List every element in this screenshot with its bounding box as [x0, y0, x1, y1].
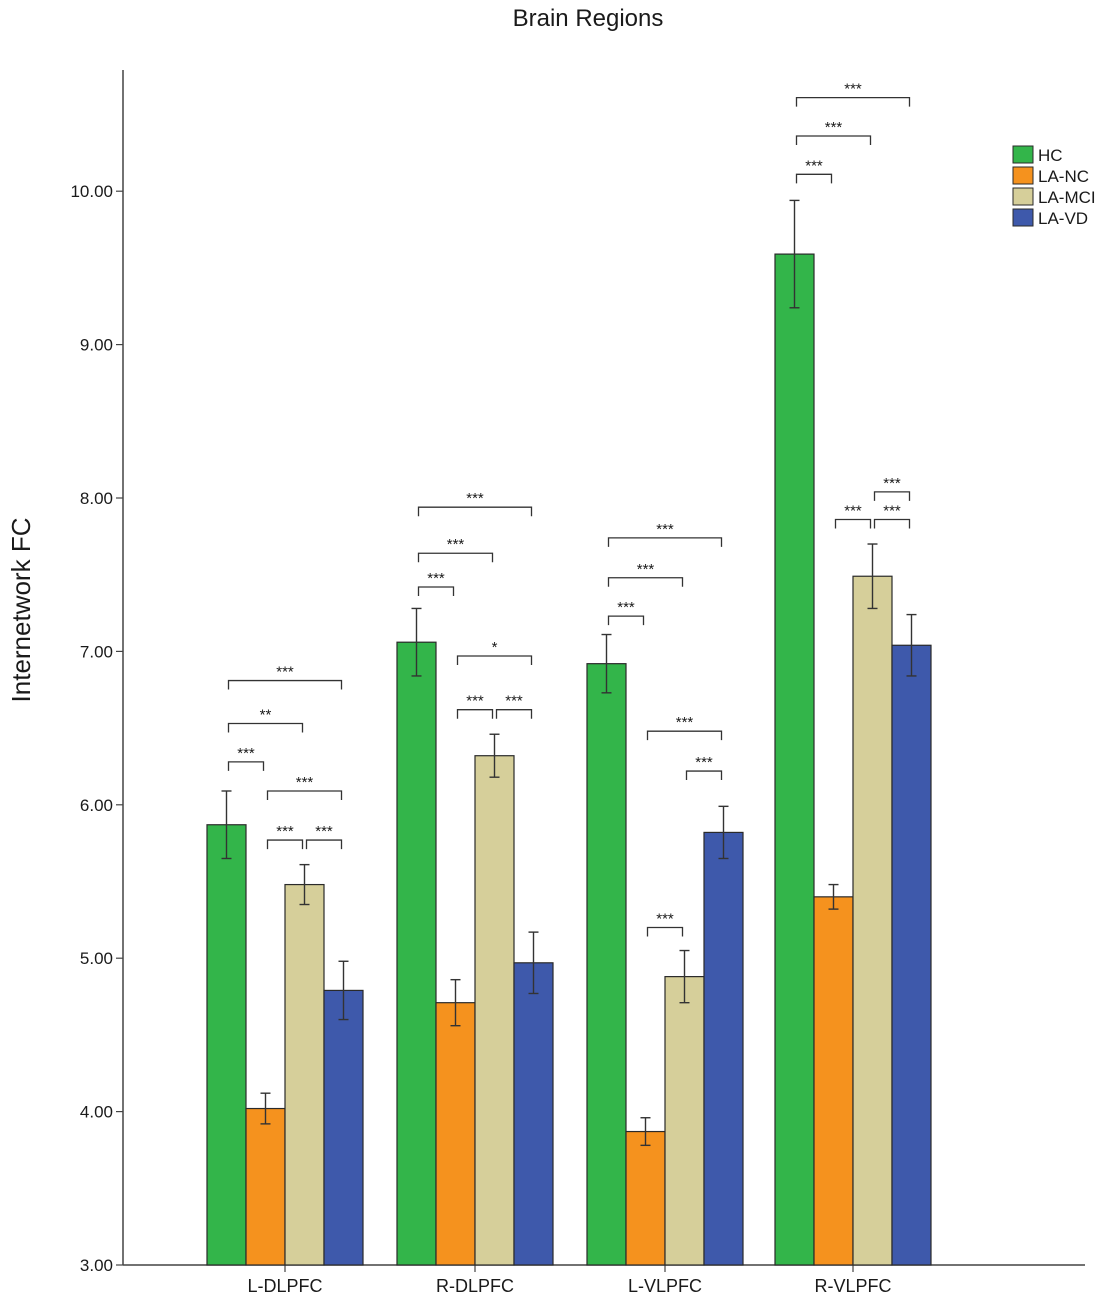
- y-axis-label: Internetwork FC: [6, 518, 36, 703]
- y-tick-label: 3.00: [80, 1256, 113, 1275]
- significance-label: ***: [825, 119, 843, 136]
- significance-label: *: [492, 639, 498, 656]
- legend-swatch-LA-VD: [1012, 208, 1034, 227]
- significance-bracket: [685, 770, 723, 781]
- significance-bracket: [227, 761, 265, 771]
- significance-bracket: [417, 552, 494, 563]
- significance-label: ***: [656, 911, 674, 928]
- legend-swatch-LA-MCI: [1012, 187, 1034, 206]
- significance-bracket: [227, 722, 304, 733]
- y-tick-label: 6.00: [80, 796, 113, 815]
- y-tick-label: 7.00: [80, 642, 113, 661]
- y-tick-label: 4.00: [80, 1103, 113, 1122]
- significance-label: **: [260, 706, 272, 723]
- legend-label: LA-VD: [1038, 209, 1088, 228]
- bar-LA-MCI-R-VLPFC: [852, 575, 893, 1266]
- bar-HC-L-VLPFC: [586, 663, 627, 1266]
- significance-label: ***: [676, 714, 694, 731]
- bar-LA-NC-R-VLPFC: [813, 896, 854, 1266]
- legend: HC LA-NC LA-MCI LA-VD: [1012, 145, 1096, 228]
- significance-bracket: [607, 537, 723, 547]
- legend-swatch-LA-NC: [1012, 166, 1034, 185]
- bar-LA-NC-R-DLPFC: [435, 1002, 476, 1266]
- significance-label: ***: [296, 774, 314, 791]
- significance-label: ***: [695, 754, 713, 771]
- bar-LA-MCI-L-DLPFC: [284, 883, 325, 1266]
- significance-label: ***: [447, 536, 465, 553]
- significance-bracket: [305, 839, 343, 850]
- significance-bracket: [495, 709, 533, 719]
- significance-label: ***: [656, 521, 674, 538]
- y-tick-label: 8.00: [80, 489, 113, 508]
- y-tick-label: 5.00: [80, 949, 113, 968]
- significance-bracket: [834, 518, 872, 529]
- significance-bracket: [873, 491, 911, 501]
- bar-LA-NC-L-DLPFC: [245, 1107, 286, 1266]
- significance-label: ***: [276, 664, 294, 681]
- significance-label: ***: [883, 502, 901, 519]
- significance-label: ***: [883, 475, 901, 492]
- error-bars: [221, 199, 917, 1147]
- bar-LA-VD-R-VLPFC: [891, 644, 932, 1266]
- significance-label: ***: [276, 823, 294, 840]
- x-axis: L-DLPFC R-DLPFC L-VLPFC R-VLPFC: [123, 1264, 1085, 1296]
- legend-label: LA-MCI: [1038, 188, 1096, 207]
- significance-bracket: [873, 518, 911, 529]
- x-tick-label: R-DLPFC: [436, 1276, 514, 1296]
- bar-LA-MCI-L-VLPFC: [664, 976, 705, 1266]
- significance-bracket: [417, 506, 533, 517]
- bar-LA-VD-R-DLPFC: [513, 962, 554, 1266]
- chart-title: Brain Regions: [513, 5, 664, 32]
- significance-label: ***: [466, 490, 484, 507]
- significance-label: ***: [427, 570, 445, 587]
- bar-LA-MCI-R-DLPFC: [474, 755, 515, 1266]
- significance-label: ***: [315, 823, 333, 840]
- y-tick-label: 9.00: [80, 336, 113, 355]
- significance-label: ***: [237, 745, 255, 762]
- bar-HC-R-DLPFC: [396, 641, 437, 1266]
- x-tick-label: R-VLPFC: [814, 1276, 891, 1296]
- y-axis: 3.00 4.00 5.00 6.00 7.00 8.00 9.00 10.00: [70, 70, 124, 1275]
- significance-label: ***: [844, 81, 862, 98]
- x-tick-label: L-DLPFC: [247, 1276, 322, 1296]
- y-tick-label: 10.00: [70, 182, 113, 201]
- significance-label: ***: [617, 599, 635, 616]
- significance-bracket: [456, 709, 494, 719]
- significance-bracket: [646, 730, 723, 741]
- legend-label: HC: [1038, 146, 1063, 165]
- significance-label: ***: [805, 157, 823, 174]
- significance-bracket: [266, 790, 343, 800]
- bar-HC-L-DLPFC: [206, 824, 247, 1266]
- significance-bracket: [607, 577, 684, 587]
- significance-bracket: [227, 679, 343, 690]
- significance-label: ***: [466, 693, 484, 710]
- legend-label: LA-NC: [1038, 167, 1089, 186]
- significance-bracket: [456, 655, 533, 666]
- legend-swatch-HC: [1012, 145, 1034, 164]
- significance-bracket: [266, 839, 304, 850]
- significance-bracket: [646, 926, 684, 937]
- significance-bracket: [795, 135, 872, 145]
- significance-label: ***: [844, 502, 862, 519]
- significance-bracket: [795, 96, 911, 107]
- significance-bracket: [795, 173, 833, 184]
- x-tick-label: L-VLPFC: [628, 1276, 702, 1296]
- significance-bracket: [417, 586, 455, 596]
- bars: [206, 253, 932, 1266]
- significance-brackets: *********** ******************* **********…: [227, 81, 911, 937]
- significance-label: ***: [505, 693, 523, 710]
- bar-HC-R-VLPFC: [774, 253, 815, 1266]
- significance-bracket: [607, 615, 645, 626]
- bar-LA-VD-L-DLPFC: [323, 989, 364, 1266]
- bar-LA-VD-L-VLPFC: [703, 831, 744, 1266]
- bar-LA-NC-L-VLPFC: [625, 1130, 666, 1266]
- significance-label: ***: [637, 561, 655, 578]
